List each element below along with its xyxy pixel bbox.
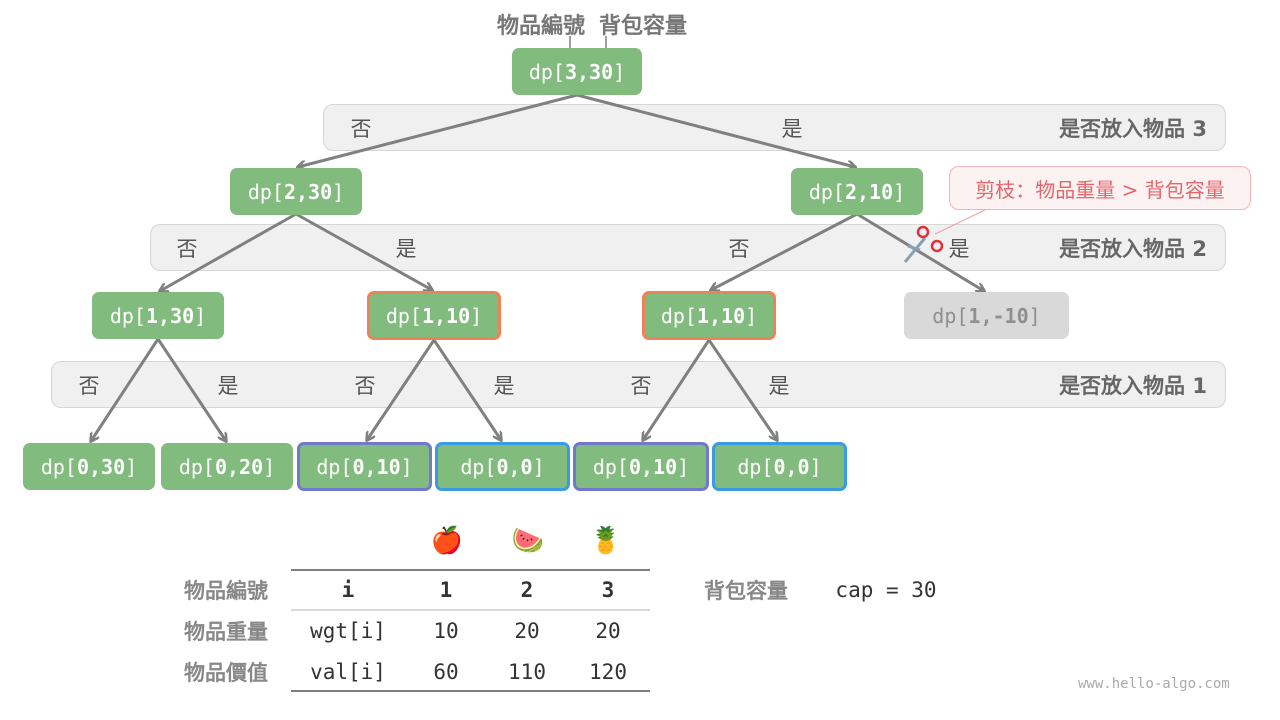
row-label-index: 物品編號 [184, 579, 268, 603]
node-dp-1-neg10-pruned: dp[1,-10] [904, 292, 1069, 339]
node-dp-3-30: dp[3,30] [512, 48, 642, 95]
edge [856, 212, 984, 291]
node-dp-2-30: dp[2,30] [230, 168, 362, 215]
cell: 3 [601, 578, 615, 602]
edge [576, 93, 855, 167]
choice-yes: 是 [493, 373, 515, 398]
node-dp-0-0-overlap: dp[0,0] [435, 442, 570, 491]
node-dp-1-10-overlap: dp[1,10] [642, 291, 776, 340]
watermark: www.hello-algo.com [1078, 676, 1230, 692]
band-item-3: 否 是 是否放入物品 3 [323, 104, 1226, 151]
capacity-header: 背包容量 [598, 14, 688, 39]
item-index-header: 物品編號 [496, 14, 586, 39]
edge [711, 212, 858, 290]
edge [160, 212, 297, 291]
band-item-1: 否 是 否 是 否 是 是否放入物品 1 [51, 361, 1226, 408]
edge [298, 93, 578, 167]
capacity-value: cap = 30 [835, 578, 937, 602]
choice-yes: 是 [768, 373, 790, 398]
callout-pointer [934, 209, 986, 235]
pineapple-icon: 🍍 [589, 526, 623, 556]
cell: 110 [508, 660, 546, 684]
node-dp-2-10: dp[2,10] [791, 168, 923, 215]
node-dp-0-0-overlap: dp[0,0] [712, 442, 847, 491]
choice-yes: 是 [217, 373, 239, 398]
choice-no: 否 [78, 373, 100, 398]
row-key: i [341, 578, 355, 602]
edge [367, 339, 436, 440]
node-dp-0-10-overlap: dp[0,10] [297, 442, 432, 491]
choice-no: 否 [176, 236, 198, 261]
cell: 60 [433, 660, 459, 684]
pruning-callout: 剪枝：物品重量 > 背包容量 [949, 166, 1251, 210]
cell: 1 [439, 578, 453, 602]
cell: 20 [595, 619, 621, 643]
node-dp-1-30: dp[1,30] [92, 292, 224, 339]
node-dp-0-10-overlap: dp[0,10] [573, 442, 709, 491]
edge [432, 339, 501, 440]
choice-yes: 是 [781, 116, 803, 141]
row-label-value: 物品價值 [184, 661, 268, 685]
choice-no: 否 [354, 373, 376, 398]
node-dp-0-30: dp[0,30] [23, 443, 155, 490]
edge [643, 339, 711, 440]
choice-yes: 是 [395, 236, 417, 261]
choice-no: 否 [350, 116, 372, 141]
cell: 120 [589, 660, 627, 684]
choice-yes: 是 [948, 236, 970, 261]
apple-icon: 🍎 [430, 526, 464, 556]
edge [156, 338, 226, 441]
scissors-icon [903, 225, 944, 263]
edge [707, 339, 777, 440]
row-key: val[i] [310, 660, 386, 684]
band-label: 是否放入物品 2 [1059, 236, 1207, 261]
edge [295, 212, 432, 290]
cell: 20 [514, 619, 540, 643]
cell: 2 [520, 578, 534, 602]
choice-no: 否 [630, 373, 652, 398]
node-dp-1-10-overlap: dp[1,10] [367, 291, 501, 340]
watermelon-icon: 🍉 [511, 526, 545, 556]
row-key: wgt[i] [310, 619, 386, 643]
band-label: 是否放入物品 3 [1059, 116, 1207, 141]
edge [91, 338, 160, 441]
choice-no: 否 [728, 236, 750, 261]
capacity-label: 背包容量 [704, 579, 788, 603]
cell: 10 [433, 619, 459, 643]
row-label-weight: 物品重量 [184, 620, 268, 644]
node-dp-0-20: dp[0,20] [161, 443, 293, 490]
band-label: 是否放入物品 1 [1059, 373, 1207, 398]
